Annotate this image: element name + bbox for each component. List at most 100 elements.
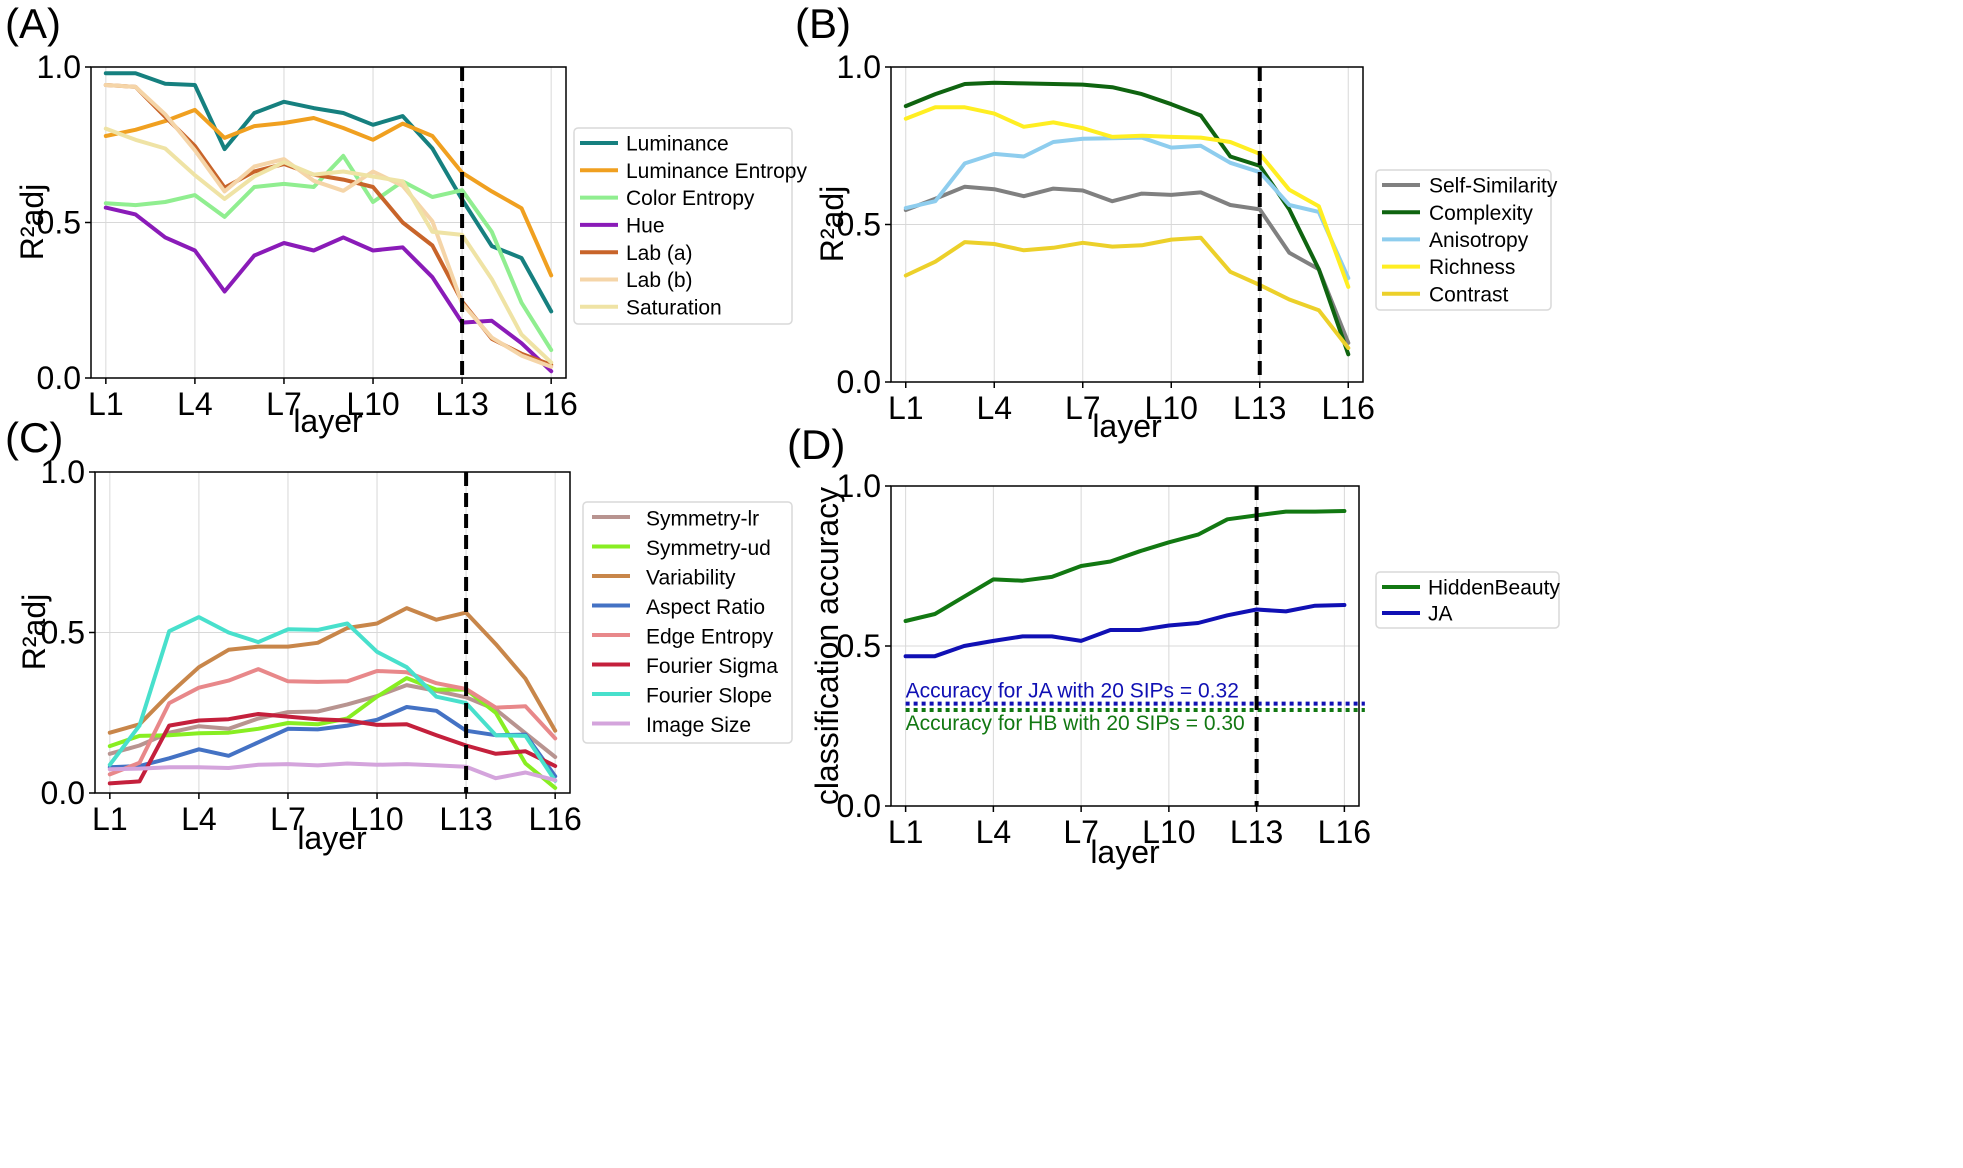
series-line-aspect-ratio [107, 705, 558, 779]
x-tick-label: L7 [1065, 390, 1101, 426]
chart-panel-a: (A) L1 L4 L7 L10 L13 L16 0.0 0.5 1.0 layer R²adj Lum… [5, 0, 807, 439]
series-line-contrast [903, 235, 1351, 350]
legend-entry: Lab (a) [626, 242, 693, 265]
y-tick-label: 1.0 [837, 49, 881, 85]
series-line-fourier-sigma [107, 712, 558, 786]
x-tick-label: L7 [266, 386, 302, 422]
x-tick-label: L4 [976, 390, 1012, 426]
x-axis-label: layer [297, 820, 367, 856]
series-line-ja [903, 603, 1347, 659]
legend-entry: Symmetry-lr [646, 508, 759, 531]
series-line-saturation [103, 126, 554, 365]
series-line-variability [107, 606, 558, 735]
series-line-image-size [107, 761, 558, 783]
legend-entry: Edge Entropy [646, 626, 774, 649]
x-tick-label: L7 [270, 801, 306, 837]
legend-entry: Variability [646, 567, 736, 590]
series-line-luminance [103, 71, 554, 314]
legend: HiddenBeauty JA [1375, 571, 1560, 629]
y-tick-label: 1.0 [837, 468, 881, 504]
legend-entry: JA [1428, 603, 1453, 626]
legend-entry: Fourier Slope [646, 685, 772, 708]
legend-entry: Self-Similarity [1429, 175, 1558, 198]
x-tick-label: L16 [528, 801, 581, 837]
y-tick-label: 1.0 [37, 49, 81, 85]
y-tick-label: 0.5 [837, 207, 881, 243]
panel-label: (B) [795, 0, 851, 47]
x-tick-label: L4 [181, 801, 217, 837]
x-tick-label: L16 [1318, 814, 1371, 850]
y-axis-label: R²adj [814, 186, 850, 262]
legend-entry: Complexity [1429, 202, 1533, 225]
y-tick-label: 0.5 [37, 205, 81, 241]
y-tick-label: 0.0 [837, 364, 881, 400]
legend-entry: Luminance Entropy [626, 160, 807, 183]
x-tick-label: L7 [1063, 814, 1099, 850]
chart-panel-d: (D) Accuracy for JA with 20 SIPs = 0.32 Ac… [787, 421, 1560, 870]
legend-entry: HiddenBeauty [1428, 577, 1560, 600]
series-line-self-similarity [903, 184, 1351, 345]
legend-box [573, 127, 793, 325]
legend-entry: Luminance [626, 133, 729, 156]
x-axis-label: layer [1090, 834, 1160, 870]
x-tick-label: L10 [350, 801, 403, 837]
legend-entry: Saturation [626, 296, 722, 319]
baseline-label: Accuracy for JA with 20 SIPs = 0.32 [906, 680, 1239, 703]
series-line-edge-entropy [107, 667, 558, 777]
x-tick-label: L16 [1322, 390, 1375, 426]
legend-entry: Richness [1429, 256, 1515, 279]
x-tick-label: L10 [1145, 390, 1198, 426]
x-tick-label: L1 [888, 814, 924, 850]
legend-entry: Aspect Ratio [646, 596, 765, 619]
x-tick-label: L13 [1230, 814, 1283, 850]
x-tick-label: L10 [1142, 814, 1195, 850]
y-tick-label: 1.0 [41, 454, 85, 490]
legend-box [1375, 169, 1552, 311]
series-line-lab-b- [103, 83, 554, 369]
legend: Symmetry-lr Symmetry-ud Variability Aspect … [582, 501, 793, 744]
y-tick-label: 0.5 [837, 628, 881, 664]
legend-entry: Fourier Sigma [646, 655, 778, 678]
y-tick-label: 0.0 [37, 360, 81, 396]
x-tick-label: L1 [888, 390, 924, 426]
series-line-richness [903, 105, 1351, 289]
series-line-anisotropy [903, 135, 1351, 281]
panel-label: (C) [5, 414, 63, 461]
y-tick-label: 0.0 [41, 775, 85, 811]
x-tick-label: L13 [435, 386, 488, 422]
legend-box [1375, 571, 1560, 629]
y-axis-label: R²adj [16, 594, 52, 670]
x-axis-label: layer [1092, 408, 1162, 444]
x-tick-label: L16 [524, 386, 577, 422]
legend-entry: Color Entropy [626, 187, 755, 210]
x-tick-label: L4 [976, 814, 1012, 850]
x-tick-label: L13 [439, 801, 492, 837]
series-line-hiddenbeauty [903, 509, 1347, 623]
y-axis-label: classification accuracy [809, 487, 845, 805]
legend-box [582, 501, 793, 744]
legend-entry: Lab (b) [626, 269, 693, 292]
chart-panel-c: (C) L1 L4 L7 L10 L13 L16 0.0 0.5 1.0 layer R²adj Sym… [5, 414, 793, 856]
x-tick-label: L4 [177, 386, 213, 422]
x-tick-label: L10 [346, 386, 399, 422]
panel-label: (D) [787, 421, 845, 468]
series-line-complexity [903, 80, 1351, 357]
panel-label: (A) [5, 0, 61, 47]
legend-entry: Symmetry-ud [646, 537, 771, 560]
x-tick-label: L13 [1233, 390, 1286, 426]
legend-entry: Anisotropy [1429, 229, 1529, 252]
series-line-fourier-slope [107, 615, 558, 783]
legend-entry: Hue [626, 214, 665, 237]
y-tick-label: 0.0 [837, 788, 881, 824]
legend-entry: Image Size [646, 714, 751, 737]
y-tick-label: 0.5 [41, 615, 85, 651]
y-axis-label: R²adj [14, 184, 50, 260]
chart-panel-b: (B) L1 L4 L7 L10 L13 L16 0.0 0.5 1.0 layer R²adj Sel… [795, 0, 1558, 444]
legend: Luminance Luminance Entropy Color Entropy H… [573, 127, 807, 325]
x-axis-label: layer [293, 403, 363, 439]
legend: Self-Similarity Complexity Anisotropy Richn… [1375, 169, 1558, 311]
legend-entry: Contrast [1429, 283, 1509, 306]
x-tick-label: L1 [88, 386, 124, 422]
x-tick-label: L1 [92, 801, 128, 837]
